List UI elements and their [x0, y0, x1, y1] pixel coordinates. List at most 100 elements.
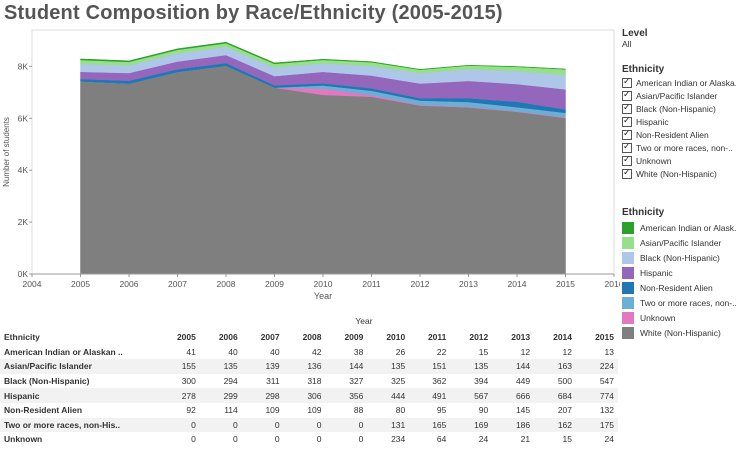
filter-item[interactable]: Asian/Pacific Islander — [622, 89, 736, 102]
table-cell: 22 — [436, 346, 447, 357]
legend-item[interactable]: White (Non-Hispanic) — [622, 325, 736, 340]
table-row: Two or more races, non-His.. 0 0 0 0 0 131 165 1… — [0, 417, 618, 433]
table-cell: 0 — [233, 434, 238, 445]
table-row-label: Black (Non-Hispanic) — [4, 376, 90, 387]
y-axis-label: Number of students — [2, 117, 11, 187]
table-row-label: Non-Resident Alien — [4, 405, 83, 416]
table-cell: 278 — [158, 388, 200, 403]
legend-swatch — [622, 326, 634, 339]
x-tick-label: 2016 — [605, 279, 620, 289]
filter-item[interactable]: Non-Resident Alien — [622, 128, 736, 141]
table-cell: 40 — [270, 346, 280, 357]
table-row: Non-Resident Alien 92 114 109 109 88 80 95 90 145… — [0, 403, 618, 418]
table-row-label: Unknown — [4, 434, 43, 445]
filter-item[interactable]: Two or more races, non-.. — [622, 141, 736, 154]
table-cell: 186 — [492, 417, 535, 433]
table-cell: 299 — [199, 388, 242, 403]
table-cell: 135 — [450, 359, 493, 374]
checkbox-checked-icon[interactable] — [622, 128, 632, 140]
page-title: Student Composition by Race/Ethnicity (2… — [4, 2, 503, 24]
table-cell: 0 — [316, 434, 322, 445]
legend-swatch — [622, 281, 634, 294]
x-tick-label: 2013 — [459, 279, 478, 289]
filter-item-label: White (Non-Hispanic) — [636, 168, 717, 179]
level-filter[interactable]: Level All — [622, 28, 648, 49]
table-cell: 0 — [191, 434, 196, 445]
table-cell: 0 — [358, 434, 364, 445]
filter-item-label: Two or more races, non-.. — [636, 142, 733, 153]
checkbox-checked-icon[interactable] — [622, 141, 632, 153]
checkbox-checked-icon[interactable] — [622, 76, 632, 88]
legend-swatch — [622, 236, 634, 249]
checkbox-checked-icon[interactable] — [622, 102, 632, 114]
table-cell: 80 — [395, 405, 406, 416]
legend-swatch — [622, 296, 634, 309]
table-cell: 356 — [325, 388, 368, 403]
table-cell: 224 — [576, 359, 618, 374]
color-legend: Ethnicity American Indian or Alask.. Asia… — [622, 207, 736, 340]
table-cell: 114 — [224, 405, 238, 416]
ethnicity-filter-title: Ethnicity — [622, 64, 665, 75]
checkbox-checked-icon[interactable] — [622, 115, 632, 127]
table-cell: 144 — [492, 359, 535, 374]
table-header-year: 2008 — [302, 332, 322, 343]
y-tick-label: 2K — [18, 217, 29, 227]
x-tick-label: 2012 — [411, 279, 430, 289]
table-cell: 300 — [181, 376, 196, 387]
legend-title: Ethnicity — [622, 207, 665, 218]
table-row-label: American Indian or Alaskan .. — [4, 346, 123, 357]
legend-item[interactable]: Two or more races, non-.. — [622, 295, 736, 310]
x-tick-label: 2006 — [120, 279, 139, 289]
table-cell: 92 — [186, 405, 196, 416]
table-cell: 109 — [265, 405, 280, 416]
table-cell: 26 — [395, 346, 406, 357]
table-cell: 163 — [534, 359, 577, 374]
x-axis-label: Year — [314, 291, 332, 301]
table-cell: 144 — [325, 359, 368, 374]
table-header-year: 2005 — [176, 332, 196, 343]
table-year-label: Year — [355, 316, 373, 326]
table-cell: 21 — [520, 434, 531, 445]
legend-item[interactable]: Black (Non-Hispanic) — [622, 250, 736, 265]
table-cell: 774 — [576, 388, 618, 403]
table-cell: 547 — [599, 376, 614, 387]
legend-item[interactable]: Non-Resident Alien — [622, 280, 736, 295]
table-cell: 684 — [534, 388, 577, 403]
filter-item[interactable]: American Indian or Alaska.. — [622, 76, 736, 89]
table-cell: 88 — [353, 405, 364, 416]
table-cell: 145 — [515, 405, 531, 416]
table-header-year: 2012 — [469, 332, 489, 343]
table-cell: 234 — [391, 434, 406, 445]
filter-item[interactable]: Hispanic — [622, 115, 736, 128]
table-row: Asian/Pacific Islander 155 135 139 136 144 135… — [0, 359, 618, 374]
table-cell: 169 — [450, 417, 493, 433]
legend-item[interactable]: Asian/Pacific Islander — [622, 235, 736, 250]
x-tick-label: 2014 — [508, 279, 527, 289]
level-filter-value[interactable]: All — [622, 39, 632, 49]
legend-item[interactable]: American Indian or Alask.. — [622, 220, 736, 235]
filter-item[interactable]: White (Non-Hispanic) — [622, 167, 736, 180]
x-tick-label: 2011 — [362, 279, 381, 289]
y-tick-label: 0K — [18, 269, 29, 279]
table-cell: 131 — [367, 417, 410, 433]
x-tick-label: 2010 — [314, 279, 333, 289]
filter-item[interactable]: Unknown — [622, 154, 736, 167]
checkbox-checked-icon[interactable] — [622, 89, 632, 101]
table-cell: 64 — [436, 434, 447, 445]
x-tick-label: 2008 — [217, 279, 236, 289]
checkbox-checked-icon[interactable] — [622, 154, 632, 166]
legend-item[interactable]: Unknown — [622, 310, 736, 325]
checkbox-checked-icon[interactable] — [622, 167, 632, 179]
table-cell: 151 — [409, 359, 451, 374]
table-cell: 0 — [158, 417, 200, 433]
table-cell: 207 — [557, 405, 573, 416]
filter-item-label: Asian/Pacific Islander — [636, 90, 718, 101]
legend-swatch — [622, 311, 634, 324]
legend-label: Two or more races, non-.. — [640, 297, 736, 308]
table-cell: 0 — [274, 434, 280, 445]
legend-item[interactable]: Hispanic — [622, 265, 736, 280]
legend-swatch — [622, 221, 634, 234]
table-cell: 12 — [562, 346, 573, 357]
filter-item[interactable]: Black (Non-Hispanic) — [622, 102, 736, 115]
table-cell: 567 — [450, 388, 493, 403]
